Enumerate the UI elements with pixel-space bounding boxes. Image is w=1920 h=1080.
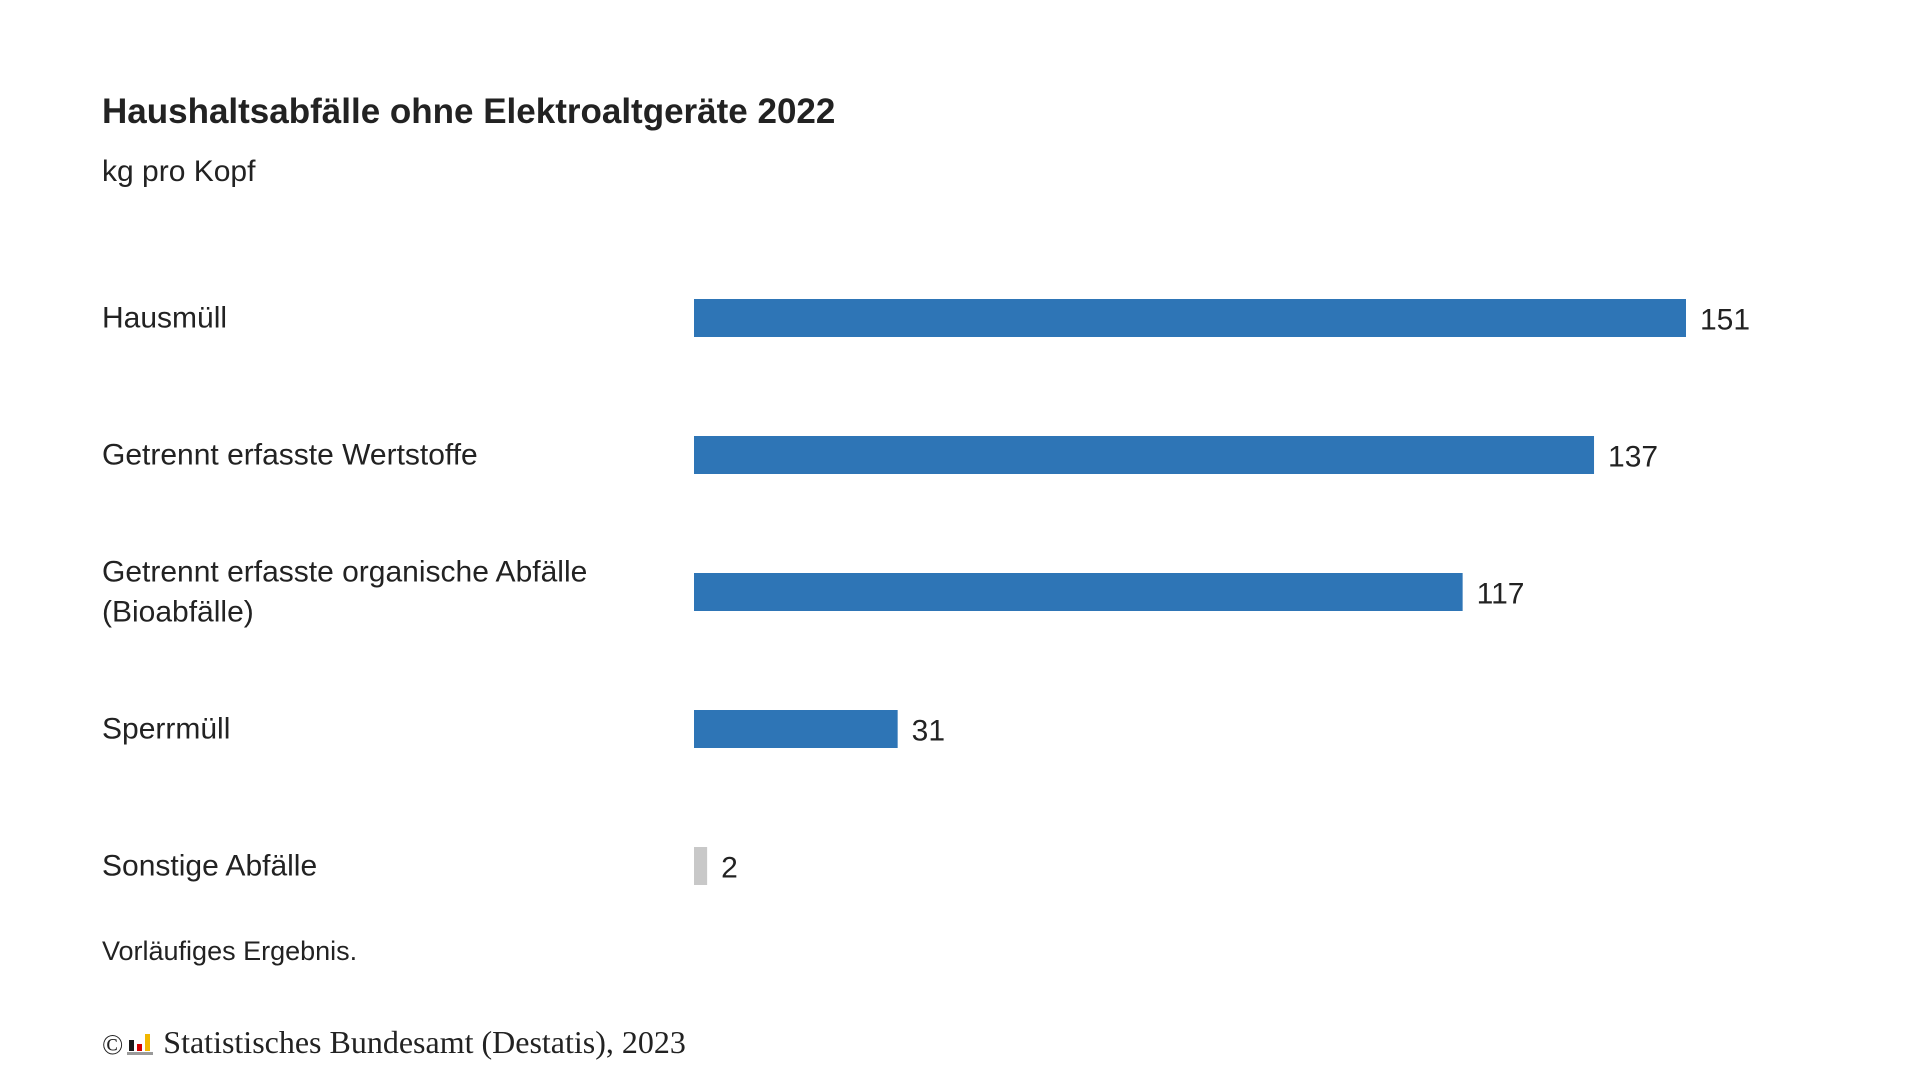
- bar: [694, 847, 708, 885]
- category-label: Sperrmüll: [102, 713, 230, 746]
- category-label: Getrennt erfasste Wertstoffe: [102, 439, 478, 472]
- category-label-line: Sonstige Abfälle: [102, 850, 317, 883]
- data-label: 137: [1608, 441, 1658, 474]
- bar-chart: Hausmüll 151 Getrennt erfasste Wertstoffe 1…: [102, 299, 1750, 885]
- source-text: Statistisches Bundesamt (Destatis), 2023: [163, 1024, 686, 1060]
- data-label: 117: [1477, 578, 1525, 611]
- data-label: 31: [912, 715, 945, 748]
- category-label: Getrennt erfasste organische Abfälle (Bio…: [102, 556, 587, 629]
- category-label-line: Sperrmüll: [102, 713, 230, 746]
- bar: [694, 299, 1686, 337]
- chart-note: Vorläufiges Ergebnis.: [102, 936, 358, 966]
- category-label: Hausmüll: [102, 302, 227, 335]
- source-credit: © Statistisches Bundesamt (Destatis), 20…: [102, 1024, 686, 1061]
- bar: [694, 436, 1595, 474]
- chart-title: Haushaltsabfälle ohne Elektroaltgeräte 2…: [102, 92, 836, 131]
- category-label-line: Getrennt erfasste organische Abfälle: [102, 556, 587, 589]
- data-label: 2: [721, 852, 738, 885]
- bar: [694, 573, 1463, 611]
- category-label-line: (Bioabfälle): [102, 596, 254, 629]
- chart-subtitle: kg pro Kopf: [102, 155, 256, 188]
- category-label-line: Hausmüll: [102, 302, 227, 335]
- data-label: 151: [1700, 304, 1750, 337]
- bar: [694, 710, 898, 748]
- category-label: Sonstige Abfälle: [102, 850, 317, 883]
- category-label-line: Getrennt erfasste Wertstoffe: [102, 439, 478, 472]
- copyright-sign: ©: [102, 1029, 124, 1061]
- destatis-logo-icon: [127, 1033, 154, 1055]
